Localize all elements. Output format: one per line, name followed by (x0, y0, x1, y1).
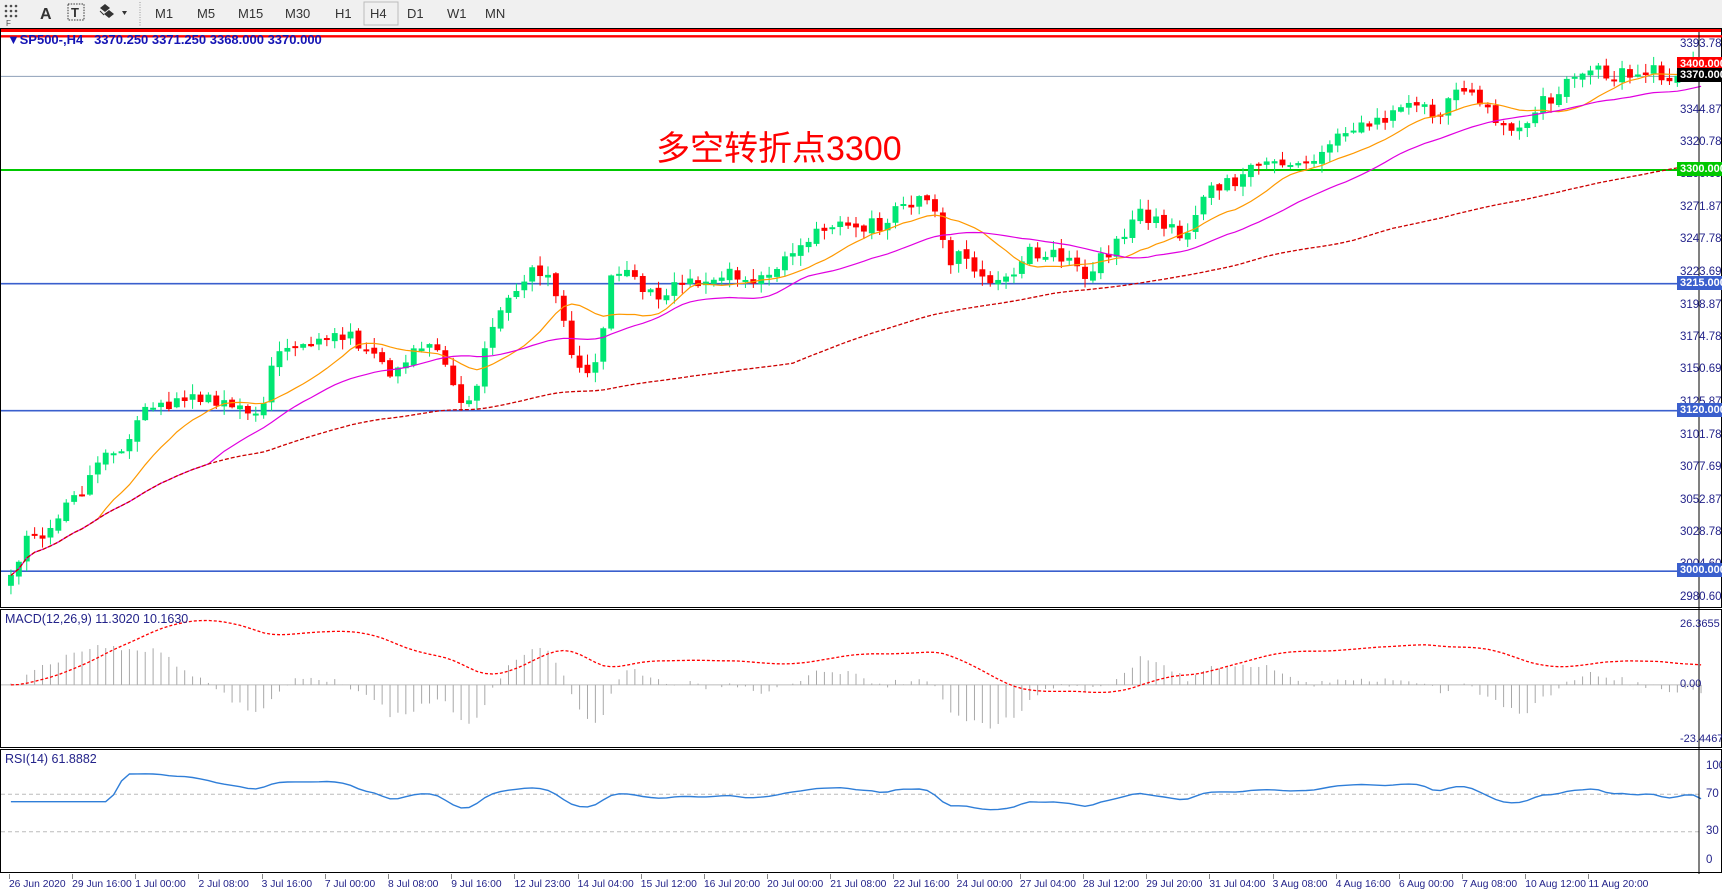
svg-text:H4: H4 (370, 6, 387, 21)
svg-text:T: T (71, 5, 79, 20)
svg-text:M1: M1 (155, 6, 173, 21)
svg-text:M15: M15 (238, 6, 263, 21)
svg-text:W1: W1 (447, 6, 467, 21)
svg-text:D1: D1 (407, 6, 424, 21)
svg-text:M5: M5 (197, 6, 215, 21)
svg-text:F: F (6, 19, 11, 28)
svg-text:A: A (40, 6, 52, 23)
svg-text:H1: H1 (335, 6, 352, 21)
svg-text:MN: MN (485, 6, 505, 21)
svg-text:M30: M30 (285, 6, 310, 21)
